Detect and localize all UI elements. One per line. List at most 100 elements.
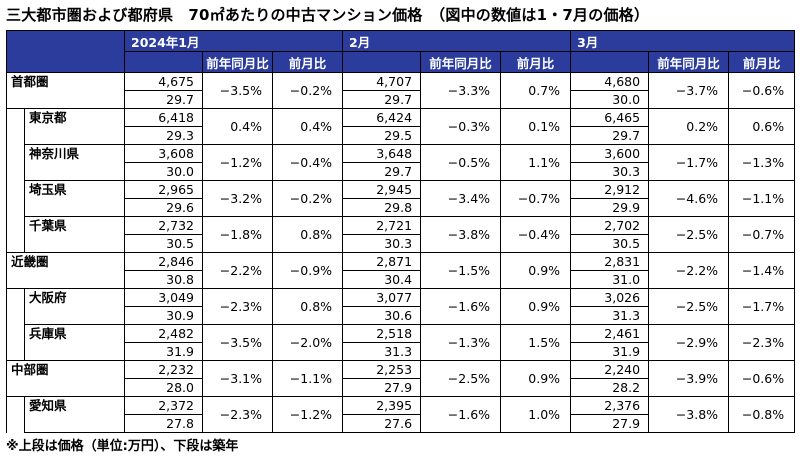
price-value: 2,721	[342, 216, 422, 235]
mom-change: −1.2%	[271, 396, 344, 433]
yoy-change: −2.2%	[202, 252, 273, 289]
price-value: 3,077	[342, 288, 422, 307]
region-name: 首都圏	[6, 72, 125, 109]
table-row: 東京都 6,418 0.4% 0.4% 6,424 −0.3% 0.1% 6,465 0.2% 0…	[6, 108, 796, 145]
yoy-change: −1.3%	[420, 324, 502, 361]
header-month-1: 2024年1月	[123, 30, 344, 52]
yoy-change: −2.3%	[202, 288, 273, 325]
price-value: 2,395	[342, 396, 422, 415]
header-price-blank-3	[570, 51, 650, 73]
yoy-change: −3.4%	[420, 180, 502, 217]
yoy-change: −3.1%	[202, 360, 273, 397]
page-title: 三大都市圏および都府県 70㎡あたりの中古マンション価格 （図中の数値は1・7月…	[6, 6, 650, 24]
indent-cell	[6, 180, 25, 217]
building-age-value: 31.3	[342, 342, 422, 361]
mom-change: 0.8%	[271, 216, 344, 253]
yoy-change: −0.3%	[420, 108, 502, 145]
mom-change: −0.4%	[500, 216, 572, 253]
header-month-3: 3月	[570, 30, 796, 52]
building-age-value: 30.3	[342, 234, 422, 253]
building-age-value: 31.3	[570, 306, 650, 325]
price-value: 4,707	[342, 72, 422, 91]
mom-change: 1.0%	[500, 396, 572, 433]
price-value: 2,945	[342, 180, 422, 199]
mom-change: −0.2%	[271, 180, 344, 217]
building-age-value: 27.9	[570, 414, 650, 433]
mom-change: −0.8%	[728, 396, 796, 433]
indent-cell	[6, 108, 25, 145]
prefecture-name: 埼玉県	[24, 180, 125, 217]
yoy-change: 0.4%	[202, 108, 273, 145]
building-age-value: 30.8	[124, 270, 203, 289]
mom-change: −0.4%	[271, 144, 344, 181]
price-value: 3,608	[124, 144, 203, 163]
table-row-age: 31.9 31.3 31.9	[7, 342, 795, 361]
header-row-sub: 前年同月比 前月比 前年同月比 前月比 前年同月比 前月比	[7, 51, 796, 73]
price-value: 3,600	[570, 144, 650, 163]
building-age-value: 31.0	[570, 270, 650, 289]
price-value: 2,846	[124, 252, 203, 271]
price-value: 4,675	[124, 72, 203, 91]
price-value: 2,253	[342, 360, 422, 379]
table-row-age: 30.9 30.6 31.3	[7, 306, 795, 325]
building-age-value: 30.5	[570, 234, 650, 253]
mom-change: −1.1%	[728, 180, 796, 217]
table-row-age: 30.5 30.3 30.5	[7, 234, 795, 253]
mom-change: 0.9%	[500, 252, 572, 289]
yoy-change: −0.5%	[420, 144, 502, 181]
building-age-value: 27.8	[124, 414, 203, 433]
table-row: 埼玉県 2,965 −3.2% −0.2% 2,945 −3.4% −0.7% 2,912 −4…	[6, 180, 796, 217]
mom-change: −0.2%	[271, 72, 344, 109]
building-age-value: 30.0	[124, 162, 203, 181]
price-value: 2,732	[124, 216, 203, 235]
header-mom-2: 前月比	[500, 51, 572, 73]
header-corner	[6, 30, 125, 73]
mom-change: −0.6%	[728, 360, 796, 397]
price-value: 2,702	[570, 216, 650, 235]
price-value: 2,831	[570, 252, 650, 271]
yoy-change: −3.3%	[420, 72, 502, 109]
building-age-value: 29.8	[342, 198, 422, 217]
mom-change: −1.7%	[728, 288, 796, 325]
mom-change: 0.8%	[271, 288, 344, 325]
price-value: 2,240	[570, 360, 650, 379]
header-row-months: 2024年1月 2月 3月	[6, 30, 796, 73]
table-row-age: 29.3 29.5 29.7	[7, 126, 795, 145]
table-row: 兵庫県 2,482 −3.5% −2.0% 2,518 −1.3% 1.5% 2,461 −2.…	[6, 324, 796, 361]
building-age-value: 28.2	[570, 378, 650, 397]
mom-change: 1.5%	[500, 324, 572, 361]
price-value: 6,465	[570, 108, 650, 127]
table-row-age: 28.0 27.9 28.2	[7, 378, 795, 397]
price-value: 2,376	[570, 396, 650, 415]
table-row: 神奈川県 3,608 −1.2% −0.4% 3,648 −0.5% 1.1% 3,600 −1…	[6, 144, 796, 181]
table-row: 近畿圏 2,846 −2.2% −0.9% 2,871 −1.5% 0.9% 2,831 −2.…	[6, 252, 796, 289]
price-value: 6,418	[124, 108, 203, 127]
price-value: 3,026	[570, 288, 650, 307]
mom-change: 0.1%	[500, 108, 572, 145]
header-yoy-3: 前年同月比	[648, 51, 730, 73]
building-age-value: 30.5	[124, 234, 203, 253]
prefecture-name: 大阪府	[24, 288, 125, 325]
yoy-change: −3.7%	[648, 72, 730, 109]
mom-change: −2.0%	[271, 324, 344, 361]
yoy-change: −1.8%	[202, 216, 273, 253]
header-mom-3: 前月比	[728, 51, 796, 73]
yoy-change: 0.2%	[648, 108, 730, 145]
table-row: 愛知県 2,372 −2.3% −1.2% 2,395 −1.6% 1.0% 2,376 −3.…	[6, 396, 796, 433]
header-month-2: 2月	[342, 30, 572, 52]
building-age-value: 30.6	[342, 306, 422, 325]
yoy-change: −3.8%	[420, 216, 502, 253]
prefecture-name: 東京都	[24, 108, 125, 145]
table-row: 首都圏 4,675 −3.5% −0.2% 4,707 −3.3% 0.7% 4,680 −3.…	[6, 72, 796, 109]
mom-change: 0.7%	[500, 72, 572, 109]
building-age-value: 29.7	[124, 90, 203, 109]
yoy-change: −2.9%	[648, 324, 730, 361]
header-mom-1: 前月比	[271, 51, 344, 73]
price-value: 2,965	[124, 180, 203, 199]
price-value: 2,518	[342, 324, 422, 343]
yoy-change: −3.5%	[202, 72, 273, 109]
yoy-change: −2.2%	[648, 252, 730, 289]
building-age-value: 29.9	[570, 198, 650, 217]
prefecture-name: 神奈川県	[24, 144, 125, 181]
yoy-change: −1.6%	[420, 288, 502, 325]
